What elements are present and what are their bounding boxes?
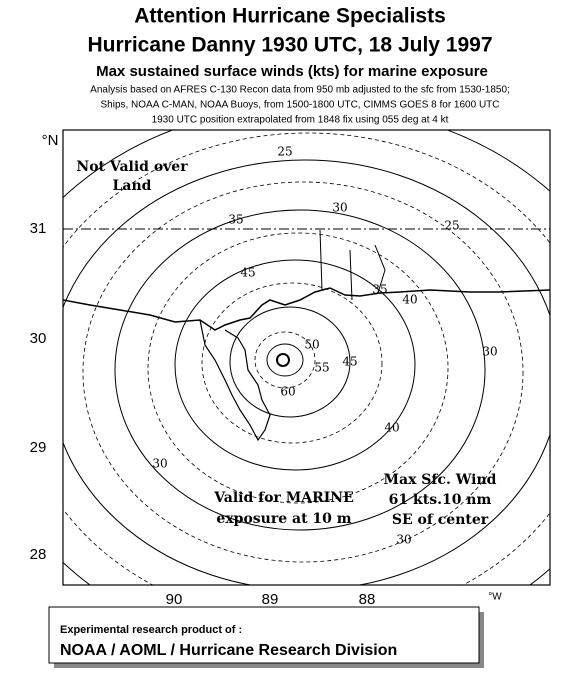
contour-label: 60	[280, 385, 295, 399]
contour-label: 40	[384, 421, 399, 435]
lat-label: 30	[30, 330, 47, 347]
contour-label: 30	[396, 533, 411, 547]
lon-label: 89	[262, 591, 279, 608]
contour-label: 40	[402, 293, 417, 307]
contour-label: 35	[228, 213, 243, 227]
note: 1930 UTC position extrapolated from 1848…	[152, 115, 449, 126]
rivers	[319, 229, 386, 301]
title: Attention Hurricane Specialists	[134, 5, 446, 28]
contour-label: 25	[277, 145, 292, 159]
lon-label: 88	[359, 591, 376, 608]
note: Analysis based on AFRES C-130 Recon data…	[90, 85, 510, 96]
heading: Max sustained surface winds (kts) for ma…	[96, 63, 488, 80]
footer-line: NOAA / AOML / Hurricane Research Divisio…	[60, 642, 397, 659]
contour-label: 45	[240, 266, 255, 280]
annotation: 61 kts.10 nm	[389, 492, 492, 508]
contour-label: 35	[372, 283, 387, 297]
lat-label: 28	[30, 546, 47, 563]
contour-label: 25	[444, 219, 459, 233]
contour-label: 55	[314, 361, 329, 375]
contour-label: 30	[152, 457, 167, 471]
contour-label: 50	[304, 338, 319, 352]
lon-label: 90	[166, 591, 183, 608]
lat-label: 31	[30, 220, 47, 237]
annotation: exposure at 10 m	[216, 511, 351, 527]
annotation: Land	[113, 178, 152, 194]
lat-label: 29	[30, 439, 47, 456]
lat-unit: °N	[42, 132, 59, 149]
delta	[199, 319, 271, 442]
annotation: Not Valid over	[76, 159, 188, 175]
annotation: SE of center	[392, 512, 489, 528]
coastline	[63, 287, 550, 331]
contour-label: 30	[482, 345, 497, 359]
annotation: Max Sfc. Wind	[384, 472, 497, 488]
footer-box	[48, 606, 480, 664]
contour-label: 45	[342, 355, 357, 369]
map: °N 31 30 29 28 90 89 88 °W Not Valid ove…	[30, 129, 551, 608]
annotation: Valid for MARINE	[213, 490, 354, 506]
contours	[63, 130, 550, 585]
note: Ships, NOAA C-MAN, NOAA Buoys, from 1500…	[100, 100, 499, 111]
subtitle: Hurricane Danny 1930 UTC, 18 July 1997	[87, 34, 492, 57]
map-frame	[62, 129, 551, 586]
contour-label: 30	[332, 201, 347, 215]
lon-unit: °W	[488, 592, 502, 603]
footer-line: Experimental research product of :	[60, 624, 242, 636]
